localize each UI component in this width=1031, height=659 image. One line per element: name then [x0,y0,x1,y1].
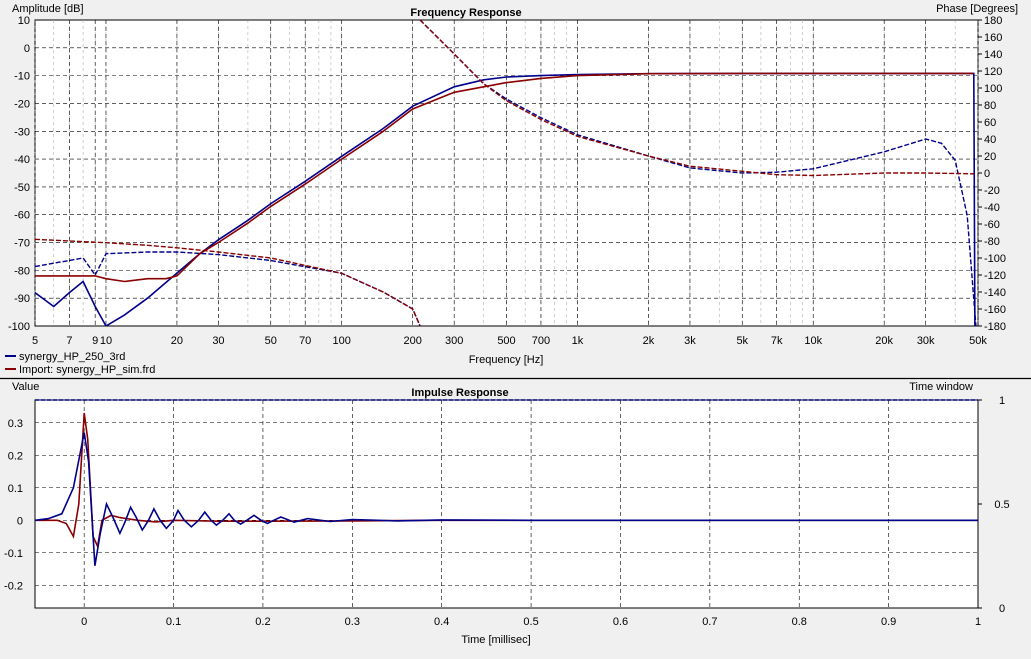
fr-x-tick-label: 20k [875,335,893,347]
ir-x-tick-label: 1 [975,616,981,628]
ir-y2-tick-label: 1 [999,395,1005,407]
ir-y2-axis-title: Time window [909,381,973,393]
fr-x-tick-label: 3k [684,335,696,347]
fr-x-tick-label: 7k [771,335,783,347]
ir-y-tick-label: -0.1 [4,548,23,560]
fr-h-grid [35,19,978,327]
ir-x-tick-label: 0.7 [702,616,717,628]
fr-y2-tick-label: 40 [984,134,996,146]
fr-y2-tick-label: -20 [984,185,1000,197]
fr-y2-tick-label: -80 [984,236,1000,248]
ir-y2-tick-label: 0.5 [994,499,1009,511]
fr-x-tick-label: 5 [32,335,38,347]
ir-y-tick-label: 0.2 [8,450,23,462]
ir-chart-title: Impulse Response [411,387,508,399]
fr-y2-tick-label: 180 [984,15,1002,27]
fr-y2-tick-label: 80 [984,100,996,112]
ir-x-tick-label: 0 [81,616,87,628]
fr-magnitude-curve [35,72,974,283]
ir-curve [35,432,978,566]
fr-y2-tick-label: 100 [984,83,1002,95]
ir-x-tick-label: 0.1 [166,616,181,628]
ir-curves [35,399,978,566]
ir-x-tick-label: 0.9 [881,616,896,628]
fr-x-tick-label: 5k [736,335,748,347]
fr-x-tick-label: 50k [969,335,987,347]
fr-x-tick-label: 20 [171,335,183,347]
fr-y-tick-label: -70 [14,238,30,250]
fr-y2-tick-label: 0 [984,168,990,180]
legend-label: Import: synergy_HP_sim.frd [19,364,155,376]
fr-x-tick-label: 30k [917,335,935,347]
fr-x-tick-label: 9 [92,335,98,347]
fr-x-tick-label: 30 [212,335,224,347]
fr-x-tick-label: 7 [66,335,72,347]
fr-curves [35,20,977,326]
fr-y2-tick-label: 60 [984,117,996,129]
ir-y-tick-label: 0.3 [8,418,23,430]
fr-chart-title: Frequency Response [410,7,521,19]
fr-y2-tick-label: 140 [984,49,1002,61]
fr-y-tick-label: -50 [14,182,30,194]
fr-y-tick-label: 10 [18,15,30,27]
fr-y2-tick-label: -120 [984,270,1006,282]
ir-x-tick-label: 0.6 [613,616,628,628]
fr-y2-tick-label: -60 [984,219,1000,231]
fr-y-tick-label: 0 [24,43,30,55]
fr-y2-axis-title: Phase [Degrees] [936,3,1018,15]
ir-y-tick-label: 0 [17,515,23,527]
ir-x-tick-label: 0.4 [434,616,449,628]
ir-y-tick-label: 0.1 [8,483,23,495]
ir-x-axis-title: Time [millisec] [461,634,530,646]
fr-y-tick-label: -20 [14,98,30,110]
fr-x-axis-title: Frequency [Hz] [469,354,544,366]
fr-y2-tick-label: -100 [984,253,1006,265]
ir-y-axis-title: Value [12,381,39,393]
fr-y2-tick-label: 120 [984,66,1002,78]
fr-x-tick-label: 200 [404,335,422,347]
fr-y2-tick-label: -40 [984,202,1000,214]
ir-x-tick-label: 0.3 [345,616,360,628]
fr-y-axis-title: Amplitude [dB] [12,3,84,15]
ir-x-tick-label: 0.2 [255,616,270,628]
ir-x-tick-label: 0.8 [792,616,807,628]
fr-y2-tick-label: -180 [984,321,1006,333]
fr-y-tick-label: -80 [14,265,30,277]
ir-y-tick-label: -0.2 [4,580,23,592]
fr-y-tick-label: -30 [14,126,30,138]
fr-y-tick-label: -90 [14,293,30,305]
fr-y-tick-label: -10 [14,71,30,83]
fr-x-tick-label: 500 [497,335,515,347]
fr-y2-tick-label: -160 [984,304,1006,316]
fr-x-tick-label: 300 [445,335,463,347]
fr-y-tick-label: -40 [14,154,30,166]
fr-y-tick-label: -100 [8,321,30,333]
fr-x-tick-label: 700 [532,335,550,347]
fr-y2-tick-label: 20 [984,151,996,163]
ir-plot-area [34,399,979,609]
fr-x-tick-label: 2k [643,335,655,347]
fr-x-tick-label: 100 [333,335,351,347]
legend-label: synergy_HP_250_3rd [19,351,125,363]
fr-v-grid [34,20,979,326]
fr-y2-tick-label: -140 [984,287,1006,299]
fr-x-tick-label: 1k [572,335,584,347]
fr-x-tick-label: 10 [100,335,112,347]
ir-x-tick-label: 0.5 [523,616,538,628]
chart-layer: 5 7 9 10 20 30 50 70 100 200 300 500 700 1k 2k 3k 5k 7k 10… [0,3,1031,646]
fr-y-tick-label: -60 [14,210,30,222]
fr-x-tick-label: 50 [265,335,277,347]
fr-x-tick-label: 70 [299,335,311,347]
fr-x-tick-label: 10k [804,335,822,347]
ir-y2-tick-label: 0 [999,603,1005,615]
fr-y2-tick-label: 160 [984,32,1002,44]
